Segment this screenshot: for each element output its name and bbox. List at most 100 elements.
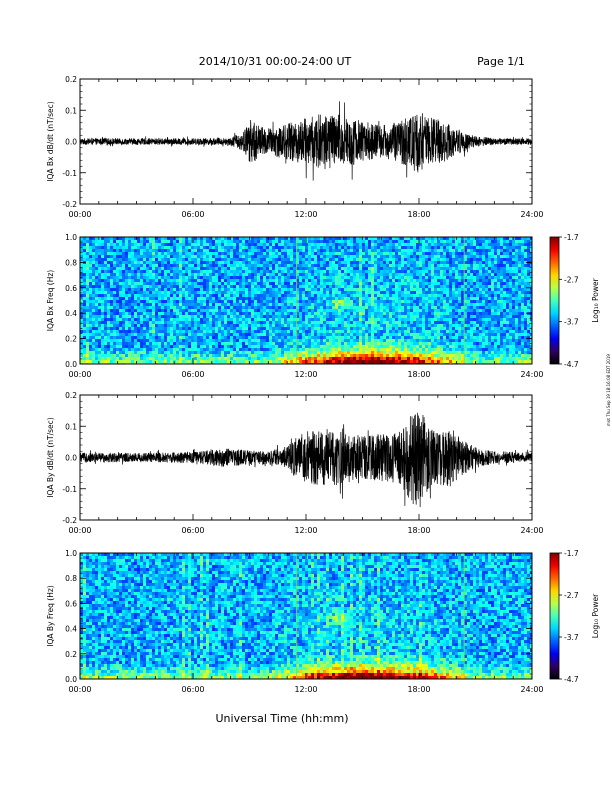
spectrogram-cell [350,354,354,358]
spectrogram-cell [326,345,330,349]
spectrogram-cell [305,345,309,349]
spectrogram-cell [107,342,111,346]
spectrogram-cell [299,318,303,322]
spectrogram-cell [212,267,216,271]
spectrogram-cell [206,264,210,268]
spectrogram-cell [104,300,108,304]
spectrogram-cell [83,330,87,334]
spectrogram-cell [254,333,258,337]
spectrogram-cell [164,297,168,301]
spectrogram-cell [206,249,210,253]
spectrogram-cell [359,279,363,283]
spectrogram-cell [131,279,135,283]
spectrogram-cell [242,237,246,241]
spectrogram-cell [182,297,186,301]
spectrogram-cell [206,333,210,337]
spectrogram-cell [209,294,213,298]
spectrogram-cell [230,321,234,325]
spectrogram-cell [359,327,363,331]
spectrogram-cell [359,360,363,364]
spectrogram-cell [326,339,330,343]
spectrogram-cell [257,258,261,262]
spectrogram-cell [80,348,84,352]
spectrogram-cell [353,312,357,316]
spectrogram-cell [113,333,117,337]
spectrogram-cell [80,297,84,301]
spectrogram-cell [284,252,288,256]
spectrogram-cell [200,297,204,301]
spectrogram-cell [344,291,348,295]
spectrogram-cell [221,315,225,319]
spectrogram-cell [329,258,333,262]
spectrogram-cell [413,354,417,358]
spectrogram-cell [392,336,396,340]
spectrogram-cell [143,342,147,346]
spectrogram-cell [374,237,378,241]
spectrogram-cell [122,348,126,352]
spectrogram-cell [275,270,279,274]
spectrogram-cell [143,360,147,364]
spectrogram-cell [281,351,285,355]
spectrogram-cell [317,351,321,355]
spectrogram-cell [371,285,375,289]
spectrogram-cell [353,264,357,268]
spectrogram-cell [284,243,288,247]
spectrogram-cell [107,306,111,310]
spectrogram-cell [104,333,108,337]
spectrogram-cell [296,339,300,343]
spectrogram-cell [248,246,252,250]
spectrogram-cell [86,255,90,259]
spectrogram-cell [254,336,258,340]
spectrogram-cell [200,348,204,352]
spectrogram-cell [311,237,315,241]
spectrogram-cell [392,243,396,247]
spectrogram-cell [296,342,300,346]
spectrogram-cell [314,303,318,307]
spectrogram-cell [206,258,210,262]
spectrogram-cell [209,330,213,334]
spectrogram-cell [323,291,327,295]
spectrogram-cell [281,285,285,289]
spectrogram-cell [275,291,279,295]
spectrogram-cell [251,288,255,292]
spectrogram-cell [197,279,201,283]
spectrogram-cell [212,309,216,313]
spectrogram-cell [224,345,228,349]
spectrogram-cell [149,333,153,337]
spectrogram-cell [173,318,177,322]
spectrogram-cell [371,255,375,259]
spectrogram-cell [158,294,162,298]
spectrogram-cell [329,243,333,247]
spectrogram-cell [173,306,177,310]
spectrogram-cell [170,348,174,352]
spectrogram-cell [206,252,210,256]
spectrogram-cell [398,261,402,265]
spectrogram-cell [179,336,183,340]
spectrogram-cell [152,276,156,280]
spectrogram-cell [281,336,285,340]
spectrogram-cell [290,294,294,298]
spectrogram-cell [326,255,330,259]
spectrogram-cell [182,261,186,265]
spectrogram-cell [218,291,222,295]
spectrogram-cell [269,318,273,322]
spectrogram-cell [278,237,282,241]
spectrogram-cell [134,255,138,259]
spectrogram-cell [257,363,261,364]
spectrogram-cell [191,255,195,259]
spectrogram-cell [218,306,222,310]
spectrogram-cell [221,246,225,250]
spectrogram-cell [362,357,366,361]
spectrogram-cell [305,327,309,331]
spectrogram-cell [248,333,252,337]
spectrogram-cell [371,333,375,337]
spectrogram-cell [383,255,387,259]
spectrogram-cell [239,339,243,343]
spectrogram-cell [251,309,255,313]
spectrogram-cell [92,270,96,274]
spectrogram-cell [290,264,294,268]
spectrogram-cell [371,240,375,244]
spectrogram-cell [368,318,372,322]
spectrogram-cell [209,267,213,271]
spectrogram-cell [395,354,399,358]
